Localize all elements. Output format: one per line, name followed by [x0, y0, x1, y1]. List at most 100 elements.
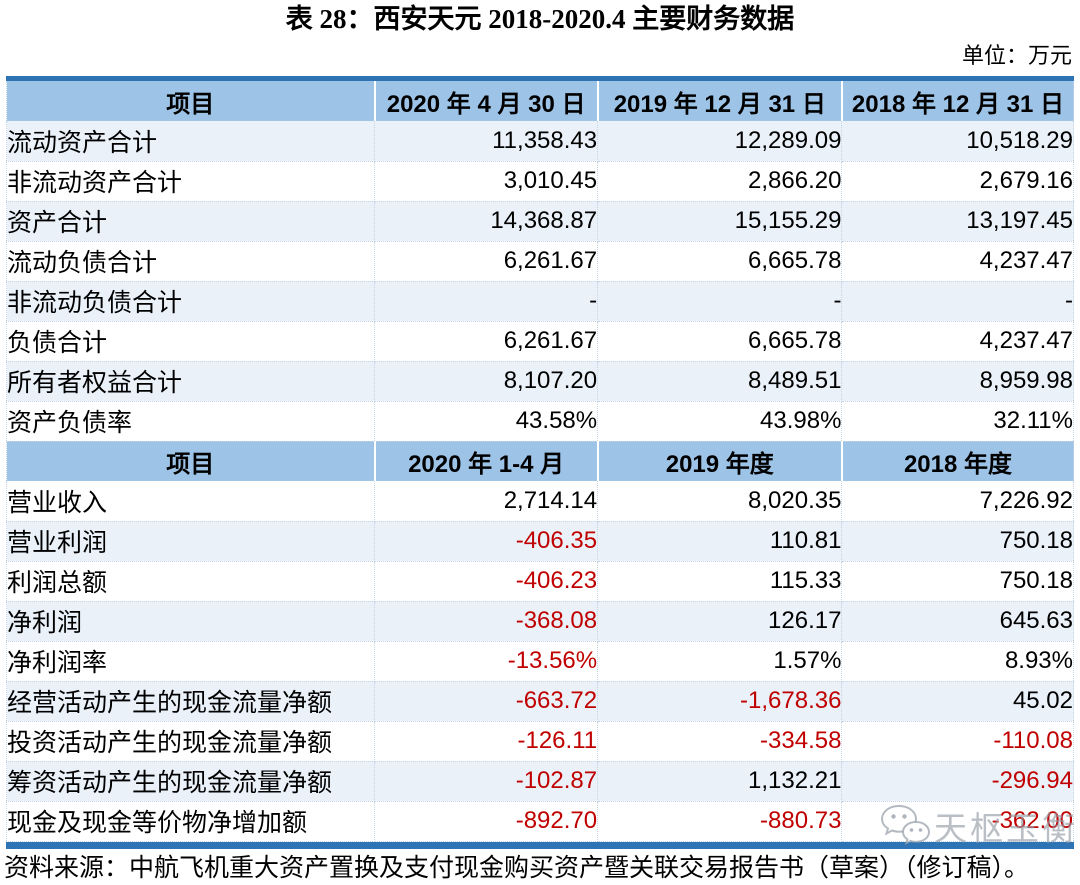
header-cell-period: 2018 年度	[841, 441, 1074, 481]
value-cell: 13,197.45	[841, 201, 1074, 242]
table-title: 表 28：西安天元 2018-2020.4 主要财务数据	[285, 4, 795, 34]
table-row: 资产负债率 43.58% 43.98% 32.11%	[6, 401, 1074, 442]
row-label: 非流动负债合计	[6, 281, 376, 322]
unit-note: 单位：万元	[961, 43, 1072, 68]
table-bottom-accent-bar	[6, 841, 1074, 849]
value-cell: 32.11%	[841, 401, 1074, 442]
value-cell: 6,261.67	[374, 321, 599, 362]
header-cell-period: 2020 年 1-4 月	[374, 441, 599, 481]
value-cell: 43.58%	[374, 401, 599, 442]
row-label: 所有者权益合计	[6, 361, 376, 402]
value-cell: 8,107.20	[374, 361, 599, 402]
value-cell: 10,518.29	[841, 121, 1074, 162]
table-row: 净利润率 -13.56% 1.57% 8.93%	[6, 641, 1074, 682]
row-label: 流动负债合计	[6, 241, 376, 282]
table-row: 现金及现金等价物净增加额 -892.70 -880.73 -362.00	[6, 801, 1074, 842]
value-cell: -334.58	[597, 721, 843, 762]
table-row: 经营活动产生的现金流量净额 -663.72 -1,678.36 45.02	[6, 681, 1074, 722]
header-cell-item: 项目	[6, 81, 376, 121]
value-cell: -13.56%	[374, 641, 599, 682]
value-cell: 6,261.67	[374, 241, 599, 282]
value-cell: -406.23	[374, 561, 599, 602]
value-cell: -	[374, 281, 599, 322]
row-label: 净利润	[6, 601, 376, 642]
table-row: 非流动资产合计 3,010.45 2,866.20 2,679.16	[6, 161, 1074, 202]
table-header-row: 项目 2020 年 4 月 30 日 2019 年 12 月 31 日 2018 年 …	[6, 81, 1074, 121]
value-cell: 12,289.09	[597, 121, 843, 162]
table-row: 非流动负债合计 - - -	[6, 281, 1074, 322]
value-cell: 11,358.43	[374, 121, 599, 162]
row-label: 筹资活动产生的现金流量净额	[6, 761, 376, 802]
value-cell: -892.70	[374, 801, 599, 842]
value-cell: -110.08	[841, 721, 1074, 762]
row-label: 资产合计	[6, 201, 376, 242]
table-row: 投资活动产生的现金流量净额 -126.11 -334.58 -110.08	[6, 721, 1074, 762]
value-cell: 14,368.87	[374, 201, 599, 242]
header-cell-period: 2020 年 4 月 30 日	[374, 81, 599, 121]
source-note: 资料来源：中航飞机重大资产置换及支付现金购买资产暨关联交易报告书（草案）（修订稿…	[4, 854, 1030, 882]
value-cell: -	[597, 281, 843, 322]
value-cell: 6,665.78	[597, 321, 843, 362]
row-label: 投资活动产生的现金流量净额	[6, 721, 376, 762]
table-row: 资产合计 14,368.87 15,155.29 13,197.45	[6, 201, 1074, 242]
row-label: 非流动资产合计	[6, 161, 376, 202]
value-cell: -880.73	[597, 801, 843, 842]
value-cell: -126.11	[374, 721, 599, 762]
row-label: 利润总额	[6, 561, 376, 602]
table-row: 营业利润 -406.35 110.81 750.18	[6, 521, 1074, 562]
row-label: 经营活动产生的现金流量净额	[6, 681, 376, 722]
value-cell: -406.35	[374, 521, 599, 562]
table-row: 筹资活动产生的现金流量净额 -102.87 1,132.21 -296.94	[6, 761, 1074, 802]
row-label: 现金及现金等价物净增加额	[6, 801, 376, 842]
value-cell: 4,237.47	[841, 241, 1074, 282]
table-row: 营业收入 2,714.14 8,020.35 7,226.92	[6, 481, 1074, 522]
row-label: 净利润率	[6, 641, 376, 682]
row-label: 资产负债率	[6, 401, 376, 442]
value-cell: 7,226.92	[841, 481, 1074, 522]
financial-table-wrap: 项目 2020 年 4 月 30 日 2019 年 12 月 31 日 2018 年 …	[6, 76, 1074, 849]
value-cell: 115.33	[597, 561, 843, 602]
value-cell: 110.81	[597, 521, 843, 562]
value-cell: -362.00	[841, 801, 1074, 842]
table-row: 净利润 -368.08 126.17 645.63	[6, 601, 1074, 642]
value-cell: -663.72	[374, 681, 599, 722]
value-cell: 750.18	[841, 561, 1074, 602]
value-cell: 1,132.21	[597, 761, 843, 802]
row-label: 营业收入	[6, 481, 376, 522]
row-label: 流动资产合计	[6, 121, 376, 162]
value-cell: -1,678.36	[597, 681, 843, 722]
value-cell: 8,020.35	[597, 481, 843, 522]
value-cell: 126.17	[597, 601, 843, 642]
value-cell: 645.63	[841, 601, 1074, 642]
value-cell: 15,155.29	[597, 201, 843, 242]
financial-table: 项目 2020 年 4 月 30 日 2019 年 12 月 31 日 2018 年 …	[6, 81, 1074, 842]
value-cell: -	[841, 281, 1074, 322]
table-row: 流动负债合计 6,261.67 6,665.78 4,237.47	[6, 241, 1074, 282]
value-cell: 4,237.47	[841, 321, 1074, 362]
row-label: 营业利润	[6, 521, 376, 562]
table-top-accent-bar	[6, 76, 1074, 81]
header-cell-period: 2019 年度	[597, 441, 843, 481]
row-label: 负债合计	[6, 321, 376, 362]
value-cell: -368.08	[374, 601, 599, 642]
value-cell: 750.18	[841, 521, 1074, 562]
value-cell: 1.57%	[597, 641, 843, 682]
value-cell: 2,714.14	[374, 481, 599, 522]
table-row: 流动资产合计 11,358.43 12,289.09 10,518.29	[6, 121, 1074, 162]
header-cell-period: 2018 年 12 月 31 日	[841, 81, 1074, 121]
value-cell: 2,866.20	[597, 161, 843, 202]
table-row: 利润总额 -406.23 115.33 750.18	[6, 561, 1074, 602]
value-cell: 2,679.16	[841, 161, 1074, 202]
table-row: 所有者权益合计 8,107.20 8,489.51 8,959.98	[6, 361, 1074, 402]
value-cell: 6,665.78	[597, 241, 843, 282]
table-header-row: 项目 2020 年 1-4 月 2019 年度 2018 年度	[6, 441, 1074, 481]
value-cell: 8,959.98	[841, 361, 1074, 402]
table-row: 负债合计 6,261.67 6,665.78 4,237.47	[6, 321, 1074, 362]
value-cell: 8.93%	[841, 641, 1074, 682]
value-cell: 3,010.45	[374, 161, 599, 202]
value-cell: -296.94	[841, 761, 1074, 802]
header-cell-period: 2019 年 12 月 31 日	[597, 81, 843, 121]
value-cell: 8,489.51	[597, 361, 843, 402]
value-cell: 43.98%	[597, 401, 843, 442]
